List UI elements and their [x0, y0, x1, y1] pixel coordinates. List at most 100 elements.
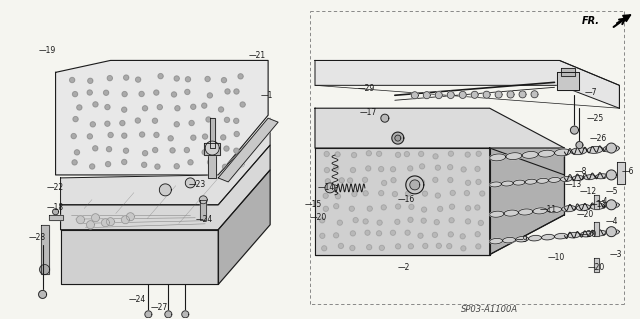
- Polygon shape: [595, 257, 600, 271]
- Text: —23: —23: [188, 180, 205, 189]
- Text: —21: —21: [248, 51, 266, 60]
- Polygon shape: [419, 152, 424, 156]
- Polygon shape: [61, 118, 270, 205]
- Polygon shape: [434, 220, 439, 225]
- Polygon shape: [607, 173, 620, 178]
- Text: —7: —7: [584, 88, 597, 97]
- Polygon shape: [580, 232, 593, 237]
- Text: —20: —20: [577, 210, 594, 219]
- Polygon shape: [572, 176, 584, 181]
- Polygon shape: [529, 235, 541, 241]
- Polygon shape: [367, 245, 372, 250]
- Polygon shape: [465, 180, 470, 185]
- Polygon shape: [422, 207, 427, 212]
- Text: —27: —27: [150, 303, 168, 312]
- Text: —15: —15: [305, 200, 323, 209]
- Polygon shape: [591, 204, 605, 210]
- Polygon shape: [408, 166, 413, 171]
- Polygon shape: [239, 162, 244, 167]
- Polygon shape: [73, 117, 78, 122]
- Polygon shape: [490, 238, 502, 244]
- Polygon shape: [154, 132, 159, 137]
- Polygon shape: [418, 233, 423, 238]
- Polygon shape: [448, 232, 453, 237]
- Polygon shape: [127, 213, 134, 221]
- Polygon shape: [333, 165, 339, 170]
- Polygon shape: [376, 231, 381, 236]
- Polygon shape: [154, 90, 159, 95]
- Polygon shape: [522, 152, 538, 158]
- Polygon shape: [77, 105, 82, 110]
- Polygon shape: [490, 182, 501, 187]
- Text: —25: —25: [586, 114, 604, 123]
- Text: —2: —2: [398, 263, 410, 272]
- Polygon shape: [376, 151, 381, 156]
- Polygon shape: [353, 218, 358, 223]
- Polygon shape: [606, 200, 616, 210]
- Polygon shape: [170, 148, 175, 153]
- Polygon shape: [240, 102, 245, 107]
- Polygon shape: [225, 117, 230, 122]
- Polygon shape: [168, 136, 173, 141]
- Polygon shape: [555, 234, 568, 239]
- Polygon shape: [122, 133, 127, 138]
- Polygon shape: [339, 178, 344, 183]
- Text: —20: —20: [579, 230, 596, 239]
- Polygon shape: [537, 178, 548, 183]
- Polygon shape: [56, 60, 268, 175]
- Polygon shape: [449, 151, 453, 156]
- Polygon shape: [72, 160, 77, 165]
- Polygon shape: [533, 208, 547, 214]
- Polygon shape: [584, 175, 596, 180]
- Polygon shape: [206, 117, 211, 122]
- Polygon shape: [377, 220, 382, 225]
- Polygon shape: [325, 183, 335, 193]
- Polygon shape: [490, 211, 504, 217]
- Polygon shape: [409, 204, 414, 209]
- Polygon shape: [606, 227, 616, 237]
- Polygon shape: [433, 177, 438, 182]
- Polygon shape: [420, 164, 424, 169]
- Polygon shape: [392, 132, 404, 144]
- Polygon shape: [106, 147, 111, 152]
- Polygon shape: [186, 77, 191, 82]
- Polygon shape: [476, 180, 481, 184]
- Text: —6: —6: [621, 167, 634, 176]
- Polygon shape: [136, 77, 141, 82]
- Polygon shape: [476, 244, 481, 249]
- Polygon shape: [186, 178, 195, 188]
- Polygon shape: [207, 93, 212, 98]
- Polygon shape: [406, 191, 410, 196]
- Polygon shape: [390, 167, 396, 172]
- Polygon shape: [449, 204, 454, 209]
- Polygon shape: [561, 68, 575, 76]
- Text: —22: —22: [47, 183, 64, 192]
- Text: —16: —16: [398, 195, 415, 204]
- Polygon shape: [323, 193, 328, 198]
- Polygon shape: [568, 233, 580, 238]
- Polygon shape: [433, 154, 438, 159]
- Polygon shape: [408, 181, 413, 186]
- Polygon shape: [199, 196, 207, 204]
- Text: —8: —8: [575, 167, 587, 176]
- Polygon shape: [465, 191, 469, 196]
- Polygon shape: [238, 74, 243, 79]
- Polygon shape: [234, 131, 239, 137]
- Polygon shape: [460, 234, 465, 239]
- Polygon shape: [502, 237, 515, 243]
- Polygon shape: [483, 91, 490, 98]
- Polygon shape: [325, 179, 330, 184]
- Polygon shape: [381, 114, 389, 122]
- Polygon shape: [504, 210, 518, 216]
- Polygon shape: [324, 167, 330, 173]
- Polygon shape: [234, 118, 239, 123]
- Polygon shape: [40, 225, 49, 274]
- Polygon shape: [191, 135, 196, 140]
- Polygon shape: [471, 91, 478, 98]
- Polygon shape: [122, 216, 129, 224]
- Polygon shape: [335, 152, 340, 157]
- Polygon shape: [406, 176, 424, 194]
- Polygon shape: [351, 167, 355, 173]
- Polygon shape: [348, 178, 353, 183]
- Polygon shape: [315, 60, 620, 108]
